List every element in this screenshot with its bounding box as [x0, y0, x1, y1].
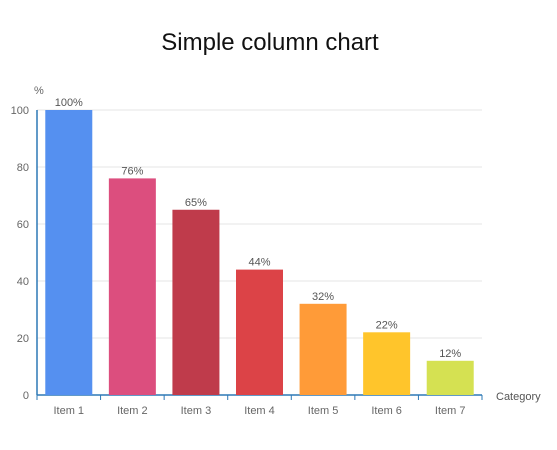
- bars-layer: [45, 110, 474, 395]
- x-tick-label-1: Item 1: [53, 405, 84, 417]
- labels-layer: 100% 76% 65% 44% 32% 22% 12%: [55, 97, 462, 360]
- y-axis-unit-label: %: [34, 85, 44, 97]
- y-tick-label: 60: [17, 219, 29, 231]
- data-label-7: 12%: [439, 348, 461, 360]
- data-label-1: 100%: [55, 97, 83, 109]
- bar-1[interactable]: [45, 110, 93, 395]
- bar-5[interactable]: [299, 303, 347, 395]
- axes-layer: 0 20 40 60 80 100 Item 1 Item 2 Item 3 Item 4 Item…: [11, 105, 483, 417]
- bar-2[interactable]: [108, 178, 156, 395]
- data-label-6: 22%: [376, 319, 398, 331]
- data-label-2: 76%: [121, 165, 143, 177]
- x-axis-category-label: Category: [496, 391, 541, 403]
- bar-3[interactable]: [172, 209, 220, 395]
- data-label-4: 44%: [248, 257, 270, 269]
- x-tick-label-7: Item 7: [435, 405, 466, 417]
- bar-4[interactable]: [236, 269, 283, 395]
- y-tick-label: 80: [17, 162, 29, 174]
- chart-title: Simple column chart: [161, 29, 379, 56]
- x-tick-label-5: Item 5: [308, 405, 339, 417]
- x-tick-label-6: Item 6: [371, 405, 402, 417]
- x-tick-label-3: Item 3: [181, 405, 212, 417]
- data-label-3: 65%: [185, 197, 207, 209]
- data-label-5: 32%: [312, 291, 334, 303]
- y-tick-label: 40: [17, 276, 29, 288]
- y-tick-label: 20: [17, 333, 29, 345]
- x-tick-label-2: Item 2: [117, 405, 148, 417]
- x-tick-label-4: Item 4: [244, 405, 275, 417]
- bar-6[interactable]: [363, 332, 411, 395]
- y-tick-label: 0: [23, 390, 29, 402]
- bar-7[interactable]: [426, 360, 474, 395]
- y-tick-label: 100: [11, 105, 29, 117]
